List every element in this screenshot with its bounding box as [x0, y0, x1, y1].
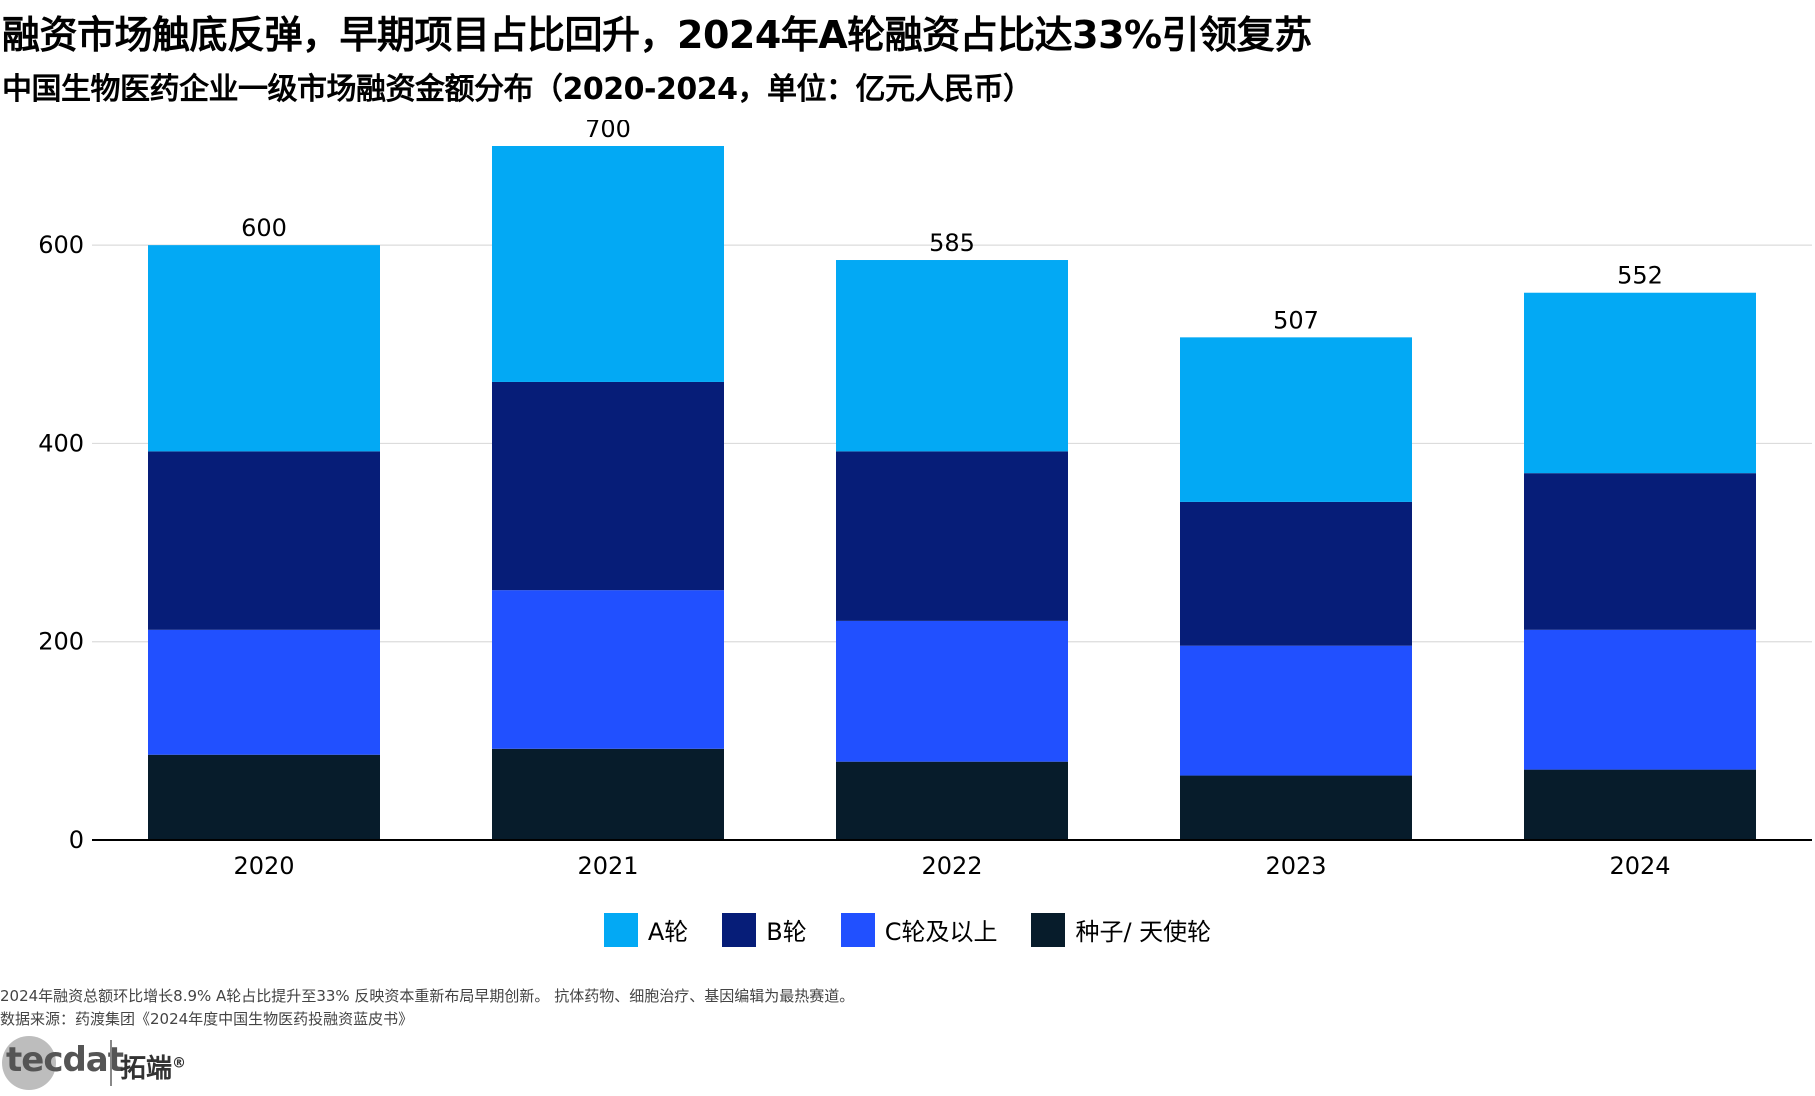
logo-divider: [110, 1040, 112, 1086]
x-tick-label: 2024: [1609, 852, 1670, 880]
legend-swatch: [722, 912, 757, 947]
legend-swatch: [1031, 912, 1066, 947]
bar-segment: [492, 146, 724, 382]
bar-segment: [836, 451, 1068, 621]
legend-swatch: [840, 912, 875, 947]
bar-segment: [492, 381, 724, 591]
legend-item: B轮: [722, 912, 807, 947]
source-note: 数据来源：药渡集团《2024年度中国生物医药投融资蓝皮书》: [0, 1010, 414, 1028]
bar-segment: [148, 754, 380, 840]
y-tick-label: 400: [38, 429, 84, 457]
bar-segment: [1524, 473, 1756, 630]
logo-circle-icon: [2, 1036, 56, 1090]
bar-segment: [492, 748, 724, 840]
y-tick-label: 200: [38, 628, 84, 656]
footnote: 2024年融资总额环比增长8.9% A轮占比提升至33% 反映资本重新布局早期创…: [0, 987, 855, 1005]
legend-item: C轮及以上: [840, 912, 998, 947]
stacked-bar-chart: 0 200 400 600 600 2020 700 2021 585 2022 507 2023 55…: [38, 120, 1812, 880]
total-label: 600: [241, 214, 287, 242]
x-tick-label: 2020: [233, 852, 294, 880]
logo-cn-text: 拓端: [120, 1054, 173, 1084]
bar-segment: [1524, 292, 1756, 474]
legend-label: B轮: [766, 918, 807, 946]
bar-segment: [148, 629, 380, 755]
chart-title: 融资市场触底反弹，早期项目占比回升，2024年A轮融资占比达33%引领复苏: [2, 13, 1312, 57]
legend: A轮 B轮 C轮及以上 种子/ 天使轮: [0, 912, 1815, 947]
x-tick-label: 2022: [921, 852, 982, 880]
total-label: 700: [585, 120, 631, 143]
x-tick-label: 2023: [1265, 852, 1326, 880]
y-tick-label: 600: [38, 231, 84, 259]
bar-segment: [1180, 501, 1412, 646]
legend-item: 种子/ 天使轮: [1031, 912, 1211, 947]
logo-text: tecdat: [6, 1040, 124, 1080]
bar-segment: [1180, 775, 1412, 840]
bar-segment: [148, 451, 380, 630]
bar-segment: [836, 260, 1068, 452]
chart-subtitle: 中国生物医药企业一级市场融资金额分布（2020-2024，单位：亿元人民币）: [2, 72, 1033, 107]
bar-segment: [1524, 629, 1756, 770]
bar-segment: [1180, 337, 1412, 502]
legend-label: C轮及以上: [884, 918, 998, 946]
bar-segment: [836, 761, 1068, 840]
y-tick-label: 0: [69, 826, 84, 854]
legend-label: A轮: [647, 918, 689, 946]
total-label: 507: [1273, 306, 1319, 334]
bar-segment: [1524, 769, 1756, 840]
bar-segment: [1180, 645, 1412, 776]
bar-segment: [148, 245, 380, 452]
legend-label: 种子/ 天使轮: [1075, 918, 1212, 946]
total-label: 585: [929, 229, 975, 257]
bar-segment: [492, 590, 724, 749]
logo-reg-mark: ®: [172, 1055, 187, 1072]
logo-cn: 拓端®: [120, 1048, 186, 1085]
legend-swatch: [603, 912, 638, 947]
total-label: 552: [1617, 262, 1663, 290]
x-tick-label: 2021: [577, 852, 638, 880]
bar-segment: [836, 620, 1068, 762]
legend-item: A轮: [603, 912, 689, 947]
